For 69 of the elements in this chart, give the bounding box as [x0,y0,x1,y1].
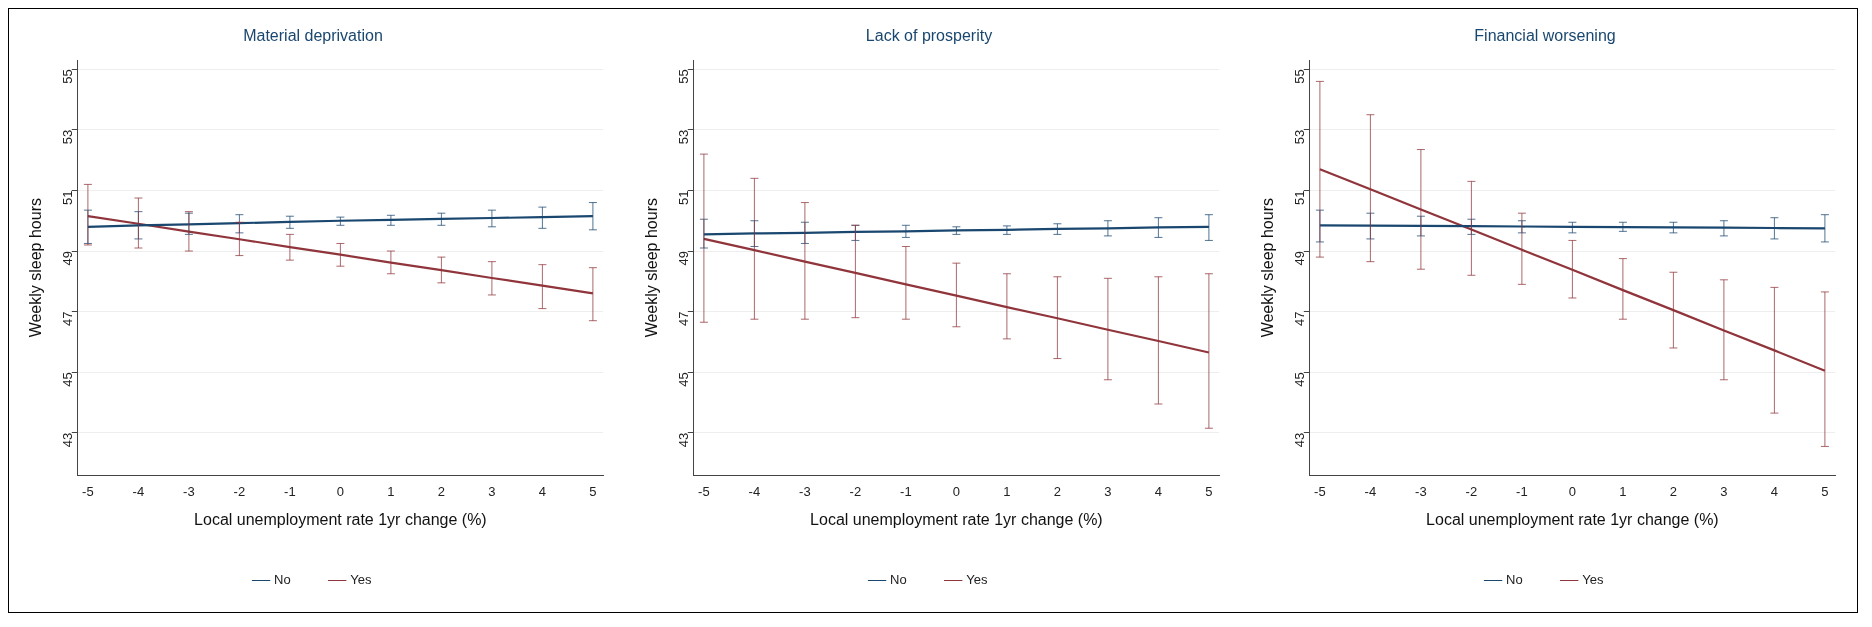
x-tick-label: 2 [1053,483,1062,499]
y-tick-label: 47 [60,311,76,326]
x-tick-label: 1 [1619,483,1627,499]
y-tick-label: 43 [1292,432,1308,447]
y-tick-label: 55 [1292,68,1308,84]
legend-label: Yes [350,571,372,587]
y-tick-label: 45 [676,371,692,387]
legend-label: No [274,571,291,587]
x-tick-label: 3 [1720,483,1728,499]
x-tick-label: 2 [1669,483,1678,499]
y-tick-label: 49 [1292,250,1308,266]
x-axis-title: Local unemployment rate 1yr change (%) [810,510,1103,528]
y-tick-label: 47 [1292,311,1308,326]
x-tick-label: -4 [132,483,145,499]
x-tick-label: 4 [1770,483,1779,499]
x-tick-label: 3 [488,483,496,499]
y-tick-label: 51 [1292,189,1308,205]
x-tick-label: -2 [1465,483,1478,499]
x-tick-label: -2 [849,483,862,499]
y-tick-label: 45 [60,371,76,387]
x-axis-title: Local unemployment rate 1yr change (%) [1426,510,1719,528]
y-tick-label: 49 [60,250,76,266]
y-tick-label: 43 [60,432,76,447]
legend-label: Yes [1582,571,1604,587]
x-tick-label: 2 [437,483,446,499]
x-tick-label: 5 [1821,483,1829,499]
x-tick-label: -4 [748,483,761,499]
chart-title: Lack of prosperity [865,26,993,44]
y-tick-label: 55 [60,68,76,84]
legend-label: No [890,571,907,587]
y-tick-label: 51 [60,189,76,205]
x-tick-label: -3 [183,483,195,499]
y-tick-label: 53 [676,129,692,144]
x-tick-label: -5 [698,483,710,499]
x-tick-label: 4 [538,483,547,499]
y-tick-label: 45 [1292,371,1308,387]
x-tick-label: 1 [1003,483,1011,499]
x-tick-label: -3 [799,483,811,499]
x-tick-label: -1 [1516,483,1528,499]
x-tick-label: 0 [952,483,961,499]
y-tick-label: 53 [60,129,76,144]
y-tick-label: 47 [676,311,692,326]
x-tick-label: -5 [1314,483,1326,499]
x-tick-label: 3 [1104,483,1112,499]
x-tick-label: -4 [1364,483,1377,499]
chart-title: Financial worsening [1474,26,1616,44]
x-tick-label: -5 [82,483,94,499]
y-tick-label: 53 [1292,129,1308,144]
x-tick-label: -2 [233,483,246,499]
x-tick-label: -3 [1415,483,1427,499]
y-axis-title: Weekly sleep hours [27,197,45,337]
x-tick-label: 5 [1205,483,1213,499]
x-axis-title: Local unemployment rate 1yr change (%) [194,510,487,528]
y-axis-title: Weekly sleep hours [1259,197,1277,337]
x-tick-label: 5 [589,483,597,499]
x-tick-label: 0 [336,483,345,499]
x-tick-label: 1 [387,483,395,499]
chart-title: Material deprivation [243,26,383,44]
legend-label: No [1506,571,1523,587]
y-tick-label: 43 [676,432,692,447]
legend-label: Yes [966,571,988,587]
x-tick-label: 4 [1154,483,1163,499]
x-tick-label: -1 [284,483,296,499]
x-tick-label: -1 [900,483,912,499]
y-axis-title: Weekly sleep hours [643,197,661,337]
y-tick-label: 51 [676,189,692,205]
x-tick-label: 0 [1568,483,1577,499]
y-tick-label: 55 [676,68,692,84]
y-tick-label: 49 [676,250,692,266]
